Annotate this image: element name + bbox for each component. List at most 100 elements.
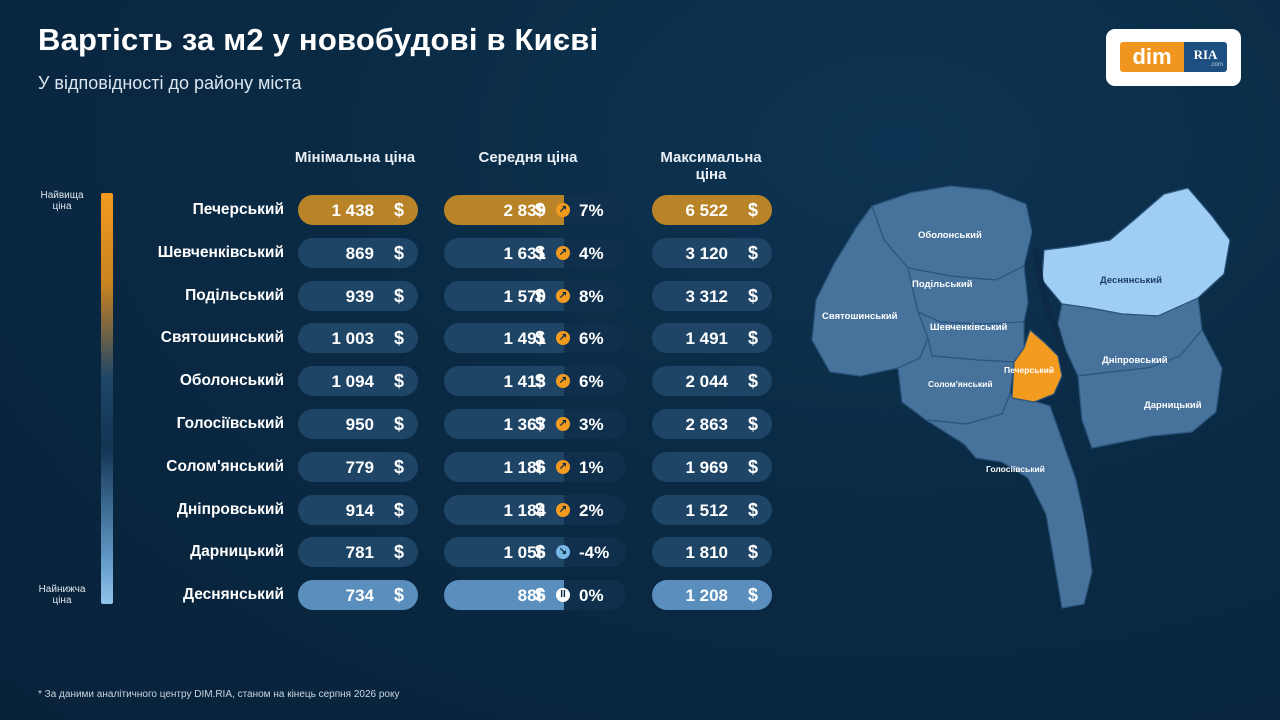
currency-symbol: $ bbox=[535, 200, 546, 220]
dimria-logo[interactable]: dim RIA .com bbox=[1106, 29, 1241, 86]
logo-ria-text: RIA bbox=[1184, 42, 1227, 72]
map-district-pecherskyi bbox=[1011, 329, 1063, 403]
max-price-pill: 1 969 $ bbox=[652, 452, 772, 482]
avg-change-percent: 0% bbox=[579, 586, 604, 605]
avg-price-pill: 886 $ II 0% bbox=[444, 580, 626, 610]
trend-up-icon: ↗ bbox=[556, 331, 570, 345]
avg-price-value: 1 367 bbox=[503, 415, 546, 434]
trend-up-icon: ↗ bbox=[556, 246, 570, 260]
avg-price-value: 1 186 bbox=[503, 458, 546, 477]
currency-symbol: $ bbox=[747, 286, 758, 306]
avg-price-value: 1 491 bbox=[503, 329, 546, 348]
currency-symbol: $ bbox=[535, 328, 546, 348]
trend-up-icon: ↗ bbox=[556, 289, 570, 303]
currency-symbol: $ bbox=[393, 414, 404, 434]
max-price-pill: 1 491 $ bbox=[652, 323, 772, 353]
map-district-holosiivskyi bbox=[925, 393, 1093, 609]
currency-symbol: $ bbox=[393, 585, 404, 605]
min-price-pill: 779 $ bbox=[298, 452, 418, 482]
currency-symbol: $ bbox=[535, 243, 546, 263]
avg-change-percent: 7% bbox=[579, 201, 604, 220]
max-price-value: 2 044 bbox=[685, 372, 728, 391]
min-price-value: 781 bbox=[345, 543, 374, 562]
max-price-pill: 2 044 $ bbox=[652, 366, 772, 396]
avg-price-value: 1 413 bbox=[503, 372, 546, 391]
row-district-label: Святошинський bbox=[160, 329, 284, 346]
min-price-value: 1 094 bbox=[331, 372, 374, 391]
avg-price-value: 1 631 bbox=[503, 244, 546, 263]
map-river-dnipro bbox=[1032, 246, 1100, 564]
min-price-pill: 734 $ bbox=[298, 580, 418, 610]
avg-price-value: 1 570 bbox=[503, 287, 546, 306]
page-subtitle: У відповідності до району міста bbox=[38, 73, 302, 93]
kyiv-district-map: Оболонський Подільський Святошинський Ше… bbox=[811, 185, 1231, 609]
row-district-label: Подільський bbox=[185, 287, 284, 304]
logo-dim-text: dim bbox=[1120, 42, 1184, 72]
min-price-value: 869 bbox=[345, 244, 374, 263]
map-label-holosiivskyi: Голосіївський bbox=[986, 464, 1045, 474]
avg-change-percent: 6% bbox=[579, 329, 604, 348]
row-district-label: Печерський bbox=[192, 201, 284, 218]
avg-price-value: 1 184 bbox=[503, 501, 546, 520]
map-district-darnytskyi bbox=[1077, 329, 1223, 449]
trend-up-icon: ↗ bbox=[556, 374, 570, 388]
avg-price-pill: 1 491 $ ↗ 6% bbox=[444, 323, 626, 353]
avg-price-pill: 1 186 $ ↗ 1% bbox=[444, 452, 626, 482]
currency-symbol: $ bbox=[535, 457, 546, 477]
column-header-avg: Середня ціна bbox=[478, 149, 578, 166]
min-price-pill: 869 $ bbox=[298, 238, 418, 268]
map-district-solomianskyi bbox=[897, 337, 1015, 425]
footnote: * За даними аналітичного центру DIM.RIA,… bbox=[38, 689, 400, 700]
avg-change-percent: -4% bbox=[579, 543, 610, 562]
max-price-pill: 1 512 $ bbox=[652, 495, 772, 525]
min-price-pill: 1 003 $ bbox=[298, 323, 418, 353]
min-price-value: 734 bbox=[345, 586, 374, 605]
currency-symbol: $ bbox=[535, 371, 546, 391]
legend-gradient-bar bbox=[101, 193, 113, 604]
avg-price-value: 2 839 bbox=[503, 201, 546, 220]
min-price-pill: 1 094 $ bbox=[298, 366, 418, 396]
avg-price-value: 1 056 bbox=[503, 543, 546, 562]
avg-change-percent: 2% bbox=[579, 501, 604, 520]
map-label-desnianskyi: Деснянський bbox=[1100, 275, 1162, 286]
max-price-value: 6 522 bbox=[685, 201, 728, 220]
column-header-max: Максимальна ціна bbox=[660, 149, 762, 183]
max-price-value: 1 969 bbox=[685, 458, 728, 477]
max-price-value: 1 491 bbox=[685, 329, 728, 348]
min-price-value: 950 bbox=[345, 415, 374, 434]
row-district-label: Шевченківський bbox=[157, 244, 284, 261]
currency-symbol: $ bbox=[393, 200, 404, 220]
map-label-pecherskyi: Печерський bbox=[1004, 365, 1054, 375]
row-district-label: Солом'янський bbox=[166, 458, 284, 475]
currency-symbol: $ bbox=[535, 500, 546, 520]
row-district-label: Голосіївський bbox=[176, 415, 284, 432]
max-price-value: 2 863 bbox=[685, 415, 728, 434]
max-price-value: 1 810 bbox=[685, 543, 728, 562]
avg-change-percent: 1% bbox=[579, 458, 604, 477]
currency-symbol: $ bbox=[747, 457, 758, 477]
currency-symbol: $ bbox=[535, 414, 546, 434]
avg-price-pill: 1 184 $ ↗ 2% bbox=[444, 495, 626, 525]
map-label-darnytskyi: Дарницький bbox=[1144, 400, 1202, 411]
min-price-value: 779 bbox=[345, 458, 374, 477]
map-label-podilskyi: Подільський bbox=[912, 279, 973, 290]
avg-change-percent: 8% bbox=[579, 287, 604, 306]
max-price-pill: 6 522 $ bbox=[652, 195, 772, 225]
max-price-value: 3 120 bbox=[685, 244, 728, 263]
max-price-value: 3 312 bbox=[685, 287, 728, 306]
currency-symbol: $ bbox=[535, 585, 546, 605]
currency-symbol: $ bbox=[393, 500, 404, 520]
currency-symbol: $ bbox=[393, 457, 404, 477]
currency-symbol: $ bbox=[393, 286, 404, 306]
trend-up-icon: ↗ bbox=[556, 460, 570, 474]
currency-symbol: $ bbox=[393, 371, 404, 391]
max-price-value: 1 512 bbox=[685, 501, 728, 520]
min-price-value: 1 438 bbox=[331, 201, 374, 220]
currency-symbol: $ bbox=[393, 542, 404, 562]
max-price-value: 1 208 bbox=[685, 586, 728, 605]
legend-bottom-label: Найнижча ціна bbox=[38, 584, 86, 606]
map-label-solomianskyi: Солом'янський bbox=[928, 379, 993, 389]
avg-price-pill: 2 839 $ ↗ 7% bbox=[444, 195, 626, 225]
avg-price-pill: 1 570 $ ↗ 8% bbox=[444, 281, 626, 311]
max-price-pill: 2 863 $ bbox=[652, 409, 772, 439]
